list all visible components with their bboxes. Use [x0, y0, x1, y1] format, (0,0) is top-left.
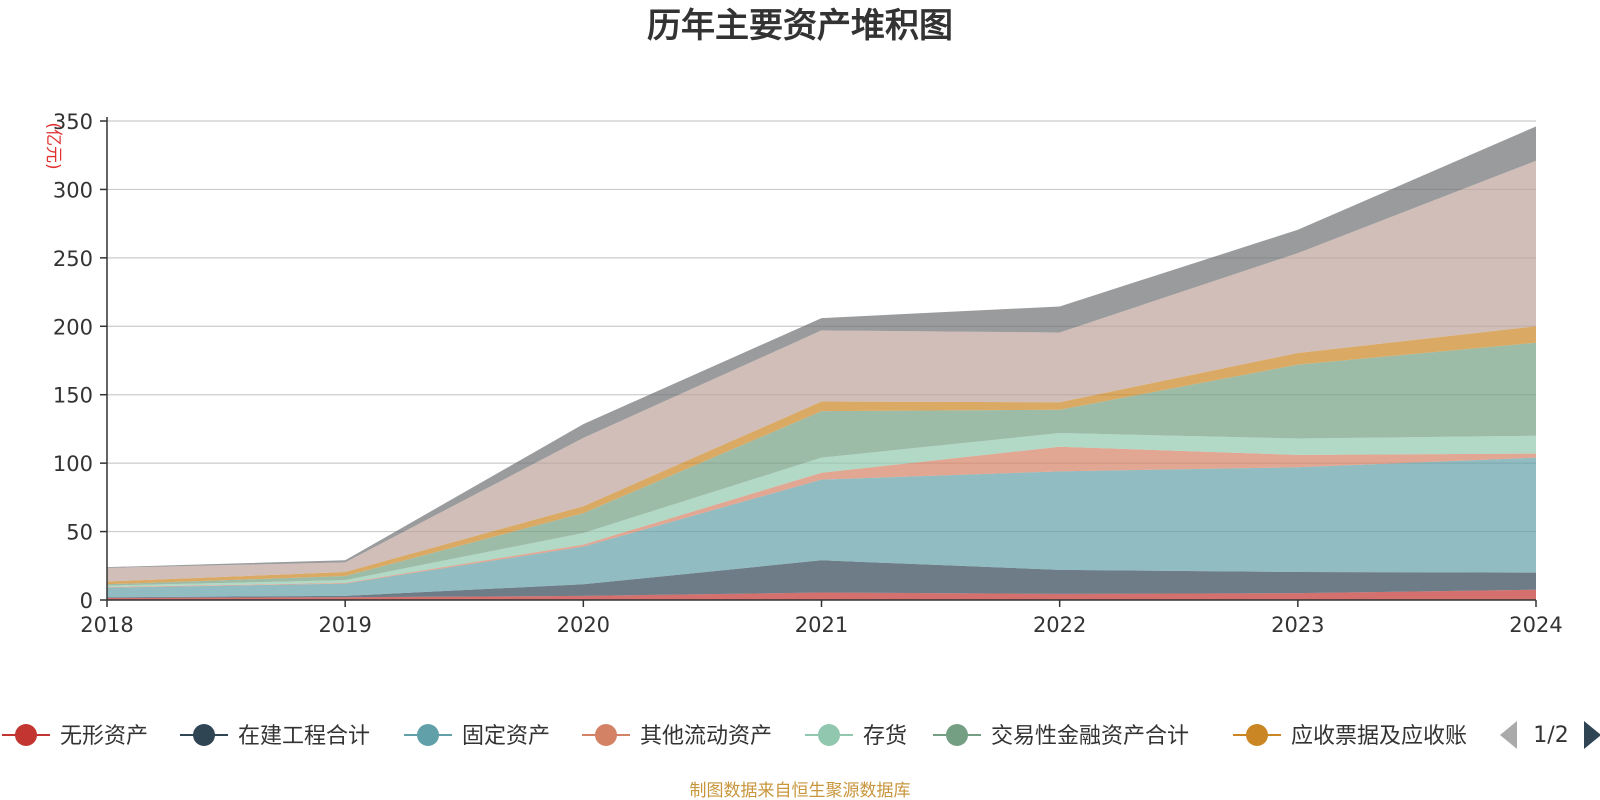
x-tick-label: 2020: [557, 613, 610, 637]
y-tick-label: 100: [53, 452, 93, 476]
y-tick-label: 250: [53, 247, 93, 271]
y-tick-label: 0: [80, 589, 93, 613]
legend-item-4[interactable]: 存货: [805, 724, 907, 749]
legend-marker-icon: [946, 724, 968, 746]
legend-marker-icon: [193, 724, 215, 746]
y-tick-label: 150: [53, 384, 93, 408]
area-series-2[interactable]: [107, 457, 1536, 598]
axes: 0 50 100 150 200 250 300 350 2018 2019 2020 2021 202…: [53, 110, 1563, 637]
legend-item-6[interactable]: 应收票据及应收账: [1233, 724, 1467, 749]
x-tick-label: 2018: [80, 613, 133, 637]
legend-label: 固定资产: [462, 724, 550, 749]
legend-item-0[interactable]: 无形资产: [2, 724, 148, 749]
x-tick-label: 2021: [795, 613, 848, 637]
y-tick-label: 300: [53, 178, 93, 202]
y-tick-label: 50: [66, 521, 93, 545]
legend-marker-icon: [15, 724, 37, 746]
legend-marker-icon: [818, 724, 840, 746]
area-series-7[interactable]: [107, 160, 1536, 582]
area-series-3[interactable]: [107, 446, 1536, 588]
legend-pager: 1/2: [1500, 721, 1600, 749]
triangle-left-icon[interactable]: [1500, 721, 1517, 749]
legend-item-2[interactable]: 固定资产: [404, 724, 550, 749]
legend-page-indicator: 1/2: [1533, 723, 1568, 748]
area-series-0[interactable]: [107, 589, 1536, 600]
chart-title: 历年主要资产堆积图: [647, 6, 953, 46]
area-series-5[interactable]: [107, 342, 1536, 586]
x-tick-label: 2019: [318, 613, 371, 637]
source-footer: 制图数据来自恒生聚源数据库: [690, 781, 911, 800]
legend: 无形资产 在建工程合计 固定资产 其他流动资产 存货 交易性金融资产合计 应收票据及应收账: [2, 724, 1467, 749]
area-series-4[interactable]: [107, 433, 1536, 587]
x-tick-label: 2022: [1033, 613, 1086, 637]
legend-label: 其他流动资产: [640, 724, 772, 749]
legend-label: 在建工程合计: [238, 724, 370, 749]
legend-marker-icon: [417, 724, 439, 746]
area-series-1[interactable]: [107, 560, 1536, 598]
legend-label: 存货: [863, 724, 907, 749]
legend-marker-icon: [595, 724, 617, 746]
legend-item-1[interactable]: 在建工程合计: [180, 724, 370, 749]
legend-marker-icon: [1246, 724, 1268, 746]
unit-label: (亿元): [43, 122, 63, 169]
triangle-right-icon[interactable]: [1584, 721, 1600, 749]
legend-label: 无形资产: [60, 724, 148, 749]
legend-label: 应收票据及应收账: [1291, 724, 1467, 749]
area-series-6[interactable]: [107, 326, 1536, 585]
area-series-layer: [107, 126, 1536, 600]
legend-item-3[interactable]: 其他流动资产: [582, 724, 772, 749]
x-tick-label: 2024: [1509, 613, 1562, 637]
y-tick-label: 200: [53, 315, 93, 339]
x-tick-label: 2023: [1271, 613, 1324, 637]
y-tick-label: 350: [53, 110, 93, 134]
legend-label: 交易性金融资产合计: [991, 724, 1189, 749]
legend-item-5[interactable]: 交易性金融资产合计: [933, 724, 1189, 749]
